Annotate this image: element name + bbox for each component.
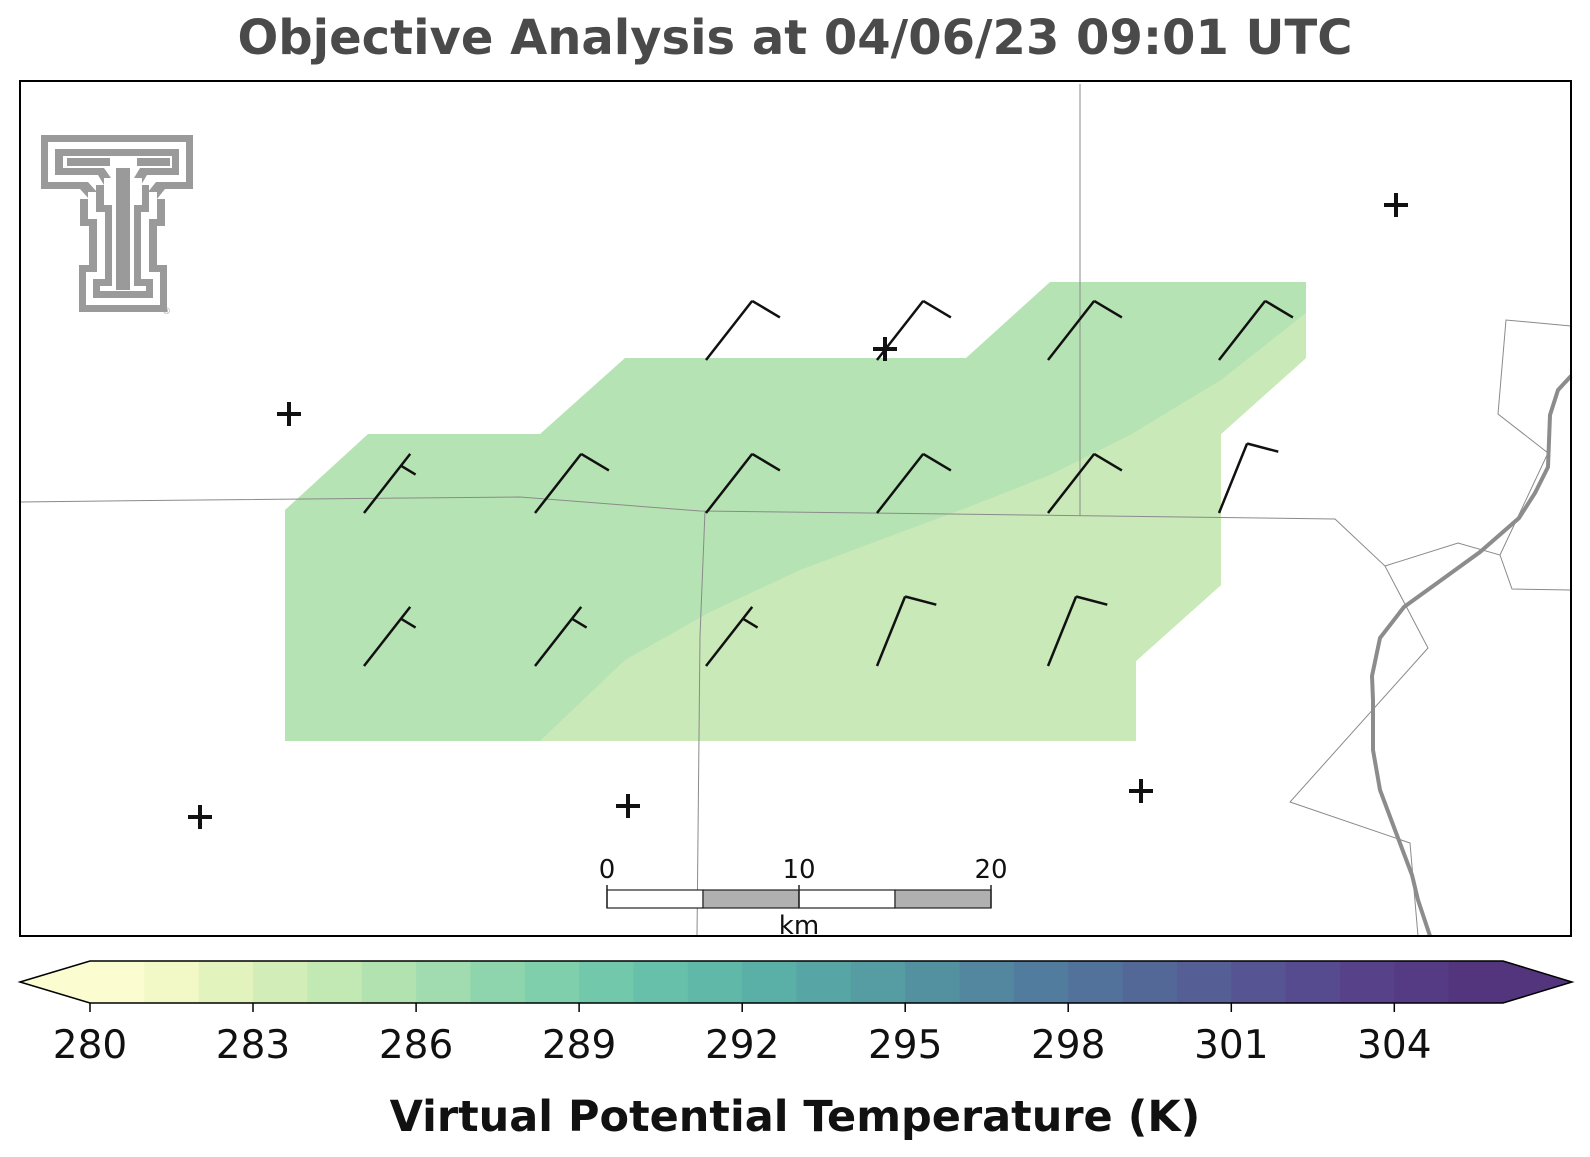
- colorbar-cell: [742, 961, 798, 1003]
- colorbar-cell: [1068, 961, 1124, 1003]
- station-marker: [277, 402, 301, 426]
- station-marker: [188, 805, 212, 829]
- colorbar-cell: [90, 961, 145, 1003]
- wind-barb: [705, 452, 781, 514]
- wind-barb: [363, 606, 417, 667]
- scale-label-10: 10: [782, 855, 815, 885]
- colorbar-tick-label: 283: [216, 1023, 290, 1068]
- station-marker: [1129, 779, 1153, 803]
- station-markers: [188, 193, 1408, 829]
- colorbar-cell: [796, 961, 852, 1003]
- colorbar-cell: [1448, 961, 1504, 1003]
- colorbar-cell: [416, 961, 472, 1003]
- colorbar-cell: [470, 961, 526, 1003]
- colorbar-cell: [524, 961, 580, 1003]
- colorbar-tick-label: 301: [1194, 1023, 1268, 1068]
- colorbar-tick-label: 298: [1031, 1023, 1105, 1068]
- colorbar-cell: [1285, 961, 1341, 1003]
- colorbar-cell: [198, 961, 254, 1003]
- wind-barb: [1047, 299, 1123, 361]
- wind-barb: [1046, 595, 1108, 667]
- wind-barb: [876, 452, 952, 514]
- wind-barb: [705, 606, 759, 667]
- station-marker: [1384, 193, 1408, 217]
- colorbar-cell: [959, 961, 1015, 1003]
- analysis-fill-subregion: [540, 313, 1306, 741]
- colorbar-cell: [1394, 961, 1450, 1003]
- colorbar-cell: [1231, 961, 1287, 1003]
- colorbar-cell: [1122, 961, 1178, 1003]
- wind-barb: [534, 606, 588, 667]
- registered-mark: ®: [162, 307, 171, 317]
- colorbar-cell: [633, 961, 689, 1003]
- colorbar-title: Virtual Potential Temperature (K): [389, 1092, 1201, 1142]
- wind-barb: [876, 299, 952, 361]
- colorbar-cell: [361, 961, 417, 1003]
- colorbar-tick-label: 289: [542, 1023, 616, 1068]
- colorbar-cell: [687, 961, 743, 1003]
- wind-barb: [1217, 442, 1279, 514]
- colorbar-cell: [850, 961, 906, 1003]
- colorbar-cell: [1339, 961, 1395, 1003]
- colorbar: 280 283 286 289 292 295 298 301 304: [17, 960, 1575, 1068]
- wind-barb: [1047, 452, 1123, 514]
- colorbar-extend-max: [1503, 961, 1572, 1003]
- colorbar-cell: [144, 961, 200, 1003]
- scale-label-20: 20: [974, 855, 1007, 885]
- colorbar-cell: [253, 961, 308, 1003]
- wind-barbs: [363, 299, 1294, 667]
- wind-barb: [534, 452, 610, 514]
- map-border: [19, 80, 1572, 937]
- scale-label-0: 0: [599, 855, 616, 885]
- colorbar-tick-label: 280: [53, 1023, 127, 1068]
- colorbar-cell: [1176, 961, 1232, 1003]
- wind-barb: [705, 299, 781, 361]
- colorbar-cell: [307, 961, 363, 1003]
- colorbar-tick-label: 304: [1357, 1023, 1431, 1068]
- wind-barb: [875, 595, 937, 667]
- county-boundaries: [19, 84, 1572, 937]
- colorbar-extend-min: [20, 961, 90, 1003]
- colorbar-tick-label: 295: [868, 1023, 942, 1068]
- colorbar-tick-label: 286: [379, 1023, 453, 1068]
- state-boundary-line: [1369, 374, 1573, 937]
- colorbar-cell: [579, 961, 635, 1003]
- wind-barb: [363, 453, 417, 514]
- colorbar-cell: [1013, 961, 1069, 1003]
- texas-tech-logo: ®: [41, 135, 193, 317]
- wind-barb: [1218, 299, 1294, 361]
- colorbar-tick-label: 292: [705, 1023, 779, 1068]
- station-marker: [616, 794, 640, 818]
- map-panel: ® 0 10 20 km: [19, 80, 1573, 941]
- map-title: Objective Analysis at 04/06/23 09:01 UTC: [237, 10, 1353, 66]
- colorbar-cell: [905, 961, 961, 1003]
